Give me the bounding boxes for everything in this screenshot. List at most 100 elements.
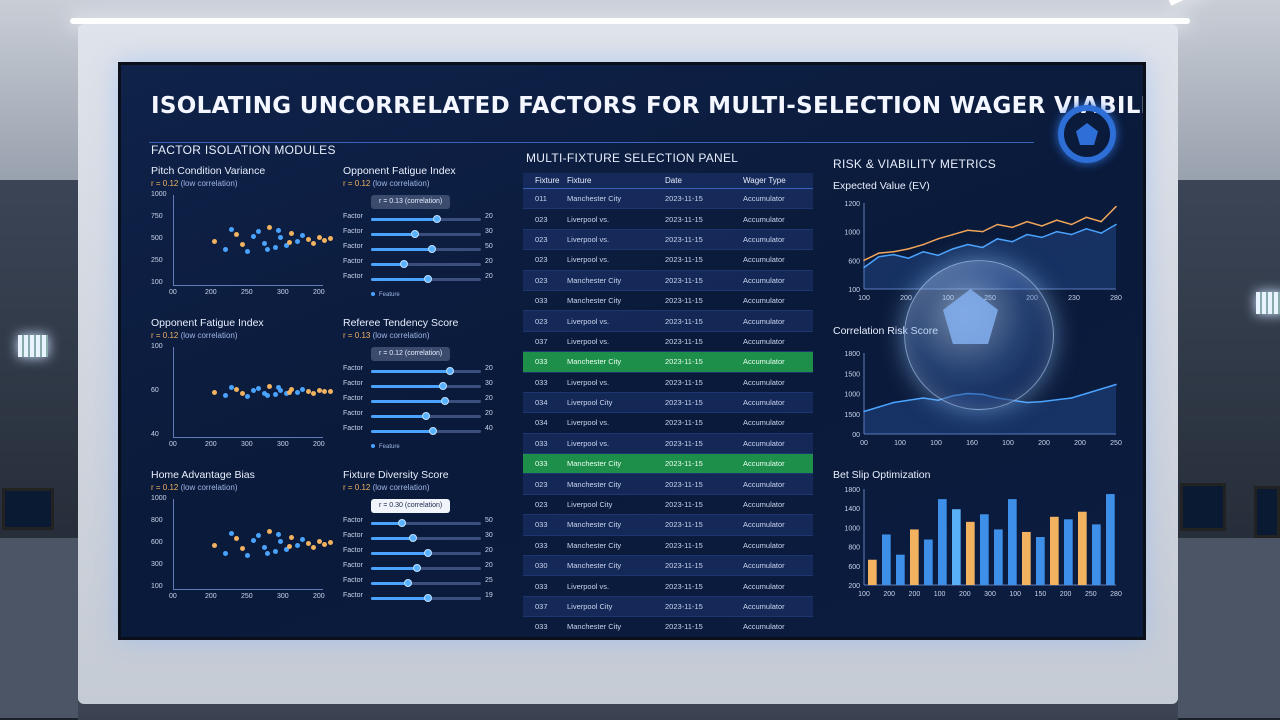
slider-handle[interactable] bbox=[424, 594, 433, 602]
table-row[interactable]: 033 Liverpool vs. 2023-11-15 Accumulator bbox=[523, 433, 813, 455]
x-tick-label: 100 bbox=[858, 295, 870, 302]
table-row[interactable]: 023 Liverpool vs. 2023-11-15 Accumulator bbox=[523, 229, 813, 251]
slider-track[interactable] bbox=[371, 397, 481, 405]
slider-handle[interactable] bbox=[404, 579, 413, 587]
table-row[interactable]: 030 Manchester City 2023-11-15 Accumulator bbox=[523, 556, 813, 577]
factor-slider-row[interactable]: Factor 30 bbox=[343, 532, 493, 544]
x-tick-label: 00 bbox=[860, 440, 868, 447]
slider-handle[interactable] bbox=[422, 412, 430, 420]
table-row[interactable]: 023 Liverpool vs. 2023-11-15 Accumulator bbox=[523, 250, 813, 271]
slider-track[interactable] bbox=[371, 412, 481, 420]
slider-handle[interactable] bbox=[424, 275, 433, 283]
slider-track[interactable] bbox=[371, 260, 481, 268]
factor-slider-row[interactable]: Factor 20 bbox=[343, 273, 493, 285]
data-point bbox=[892, 253, 895, 256]
table-row[interactable]: 037 Liverpool City 2023-11-15 Accumulator bbox=[523, 596, 813, 618]
correlation-pill[interactable]: r = 0.13 (correlation) bbox=[371, 195, 451, 209]
factor-slider-row[interactable]: Factor 20 bbox=[343, 562, 493, 574]
table-row[interactable]: 023 Manchester City 2023-11-15 Accumulator bbox=[523, 474, 813, 495]
slider-handle[interactable] bbox=[400, 260, 408, 268]
slider-handle[interactable] bbox=[427, 245, 436, 253]
slider-track[interactable] bbox=[371, 519, 481, 527]
factor-slider-row[interactable]: Factor 30 bbox=[343, 380, 493, 392]
table-row[interactable]: 033 Manchester City 2023-11-15 Accumulator bbox=[523, 352, 813, 373]
table-cell-date: 2023-11-15 bbox=[665, 316, 703, 326]
table-row[interactable]: 033 Liverpool vs. 2023-11-15 Accumulator bbox=[523, 373, 813, 393]
slider-handle[interactable] bbox=[440, 397, 449, 405]
slider-track[interactable] bbox=[371, 215, 481, 223]
ev-chart-title: Expected Value (EV) bbox=[833, 180, 930, 192]
table-row[interactable]: 033 Manchester City 2023-11-15 Accumulator bbox=[523, 536, 813, 557]
scatter-title: Opponent Fatigue Index bbox=[151, 317, 264, 329]
table-header-cell[interactable]: Fixture bbox=[535, 176, 560, 185]
table-cell-fixture: Liverpool vs. bbox=[567, 214, 610, 224]
slider-track[interactable] bbox=[371, 564, 481, 572]
slider-track[interactable] bbox=[371, 367, 481, 375]
table-cell-date: 2023-11-15 bbox=[665, 357, 703, 367]
table-row[interactable]: 034 Liverpool vs. 2023-11-15 Accumulator bbox=[523, 413, 813, 434]
table-cell-date: 2023-11-15 bbox=[665, 520, 703, 530]
slider-track[interactable] bbox=[371, 230, 481, 238]
factor-label: Factor bbox=[343, 213, 363, 220]
scatter-point bbox=[289, 231, 294, 236]
table-row[interactable]: 023 Liverpool vs. 2023-11-15 Accumulator bbox=[523, 311, 813, 332]
correlation-pill[interactable]: r = 0.12 (correlation) bbox=[371, 347, 451, 361]
slider-track[interactable] bbox=[371, 275, 481, 283]
slider-handle[interactable] bbox=[438, 382, 447, 390]
factor-slider-row[interactable]: Factor 20 bbox=[343, 365, 493, 377]
slider-handle[interactable] bbox=[433, 215, 441, 223]
factor-slider-row[interactable]: Factor 20 bbox=[343, 410, 493, 422]
table-row[interactable]: 033 Manchester City 2023-11-15 Accumulator bbox=[523, 515, 813, 536]
legend-feature: Feature bbox=[371, 292, 400, 298]
table-header-cell[interactable]: Fixture bbox=[567, 176, 592, 185]
factor-slider-row[interactable]: Factor 30 bbox=[343, 228, 493, 240]
bar bbox=[882, 534, 891, 585]
factor-slider-row[interactable]: Factor 20 bbox=[343, 258, 493, 270]
slider-handle[interactable] bbox=[413, 564, 422, 572]
table-cell-fixture: Liverpool City bbox=[567, 602, 613, 611]
table-cell-type: Accumulator bbox=[743, 561, 785, 571]
slider-track[interactable] bbox=[371, 382, 481, 390]
slider-track[interactable] bbox=[371, 579, 481, 587]
slider-handle[interactable] bbox=[446, 367, 455, 375]
correlation-value: r = 0.12 bbox=[151, 483, 179, 492]
table-row[interactable]: 033 Liverpool vs. 2023-11-15 Accumulator bbox=[523, 576, 813, 597]
factor-slider-row[interactable]: Factor 50 bbox=[343, 243, 493, 255]
factor-slider-row[interactable]: Factor 40 bbox=[343, 425, 493, 437]
slider-handle[interactable] bbox=[424, 549, 433, 557]
correlation-note: (low correlation) bbox=[180, 179, 238, 188]
factor-slider-row[interactable]: Factor 19 bbox=[343, 592, 493, 604]
factor-slider-row[interactable]: Factor 50 bbox=[343, 517, 493, 529]
slider-track[interactable] bbox=[371, 427, 481, 435]
table-row[interactable]: 037 Liverpool vs. 2023-11-15 Accumulator bbox=[523, 332, 813, 353]
table-row[interactable]: 011 Manchester City 2023-11-15 Accumulator bbox=[523, 189, 813, 210]
scatter-point bbox=[261, 545, 267, 550]
table-row[interactable]: 023 Liverpool City 2023-11-15 Accumulator bbox=[523, 495, 813, 516]
slider-handle[interactable] bbox=[408, 534, 417, 542]
slider-handle[interactable] bbox=[428, 427, 437, 435]
slider-handle[interactable] bbox=[411, 230, 419, 238]
table-row[interactable]: 023 Manchester City 2023-11-15 Accumulator bbox=[523, 270, 813, 291]
table-row[interactable]: 033 Manchester City 2023-11-15 Accumulator bbox=[523, 291, 813, 312]
table-row[interactable]: 023 Liverpool vs. 2023-11-15 Accumulator bbox=[523, 209, 813, 230]
table-header-cell[interactable]: Wager Type bbox=[743, 176, 786, 185]
y-tick-label: 1000 bbox=[151, 495, 167, 502]
table-header-cell[interactable]: Date bbox=[665, 176, 682, 185]
slider-handle[interactable] bbox=[397, 519, 406, 527]
table-row[interactable]: 033 Manchester City 2023-11-15 Accumulator bbox=[523, 454, 813, 475]
factor-slider-row[interactable]: Factor 20 bbox=[343, 547, 493, 559]
factor-slider-row[interactable]: Factor 20 bbox=[343, 395, 493, 407]
factor-slider-row[interactable]: Factor 25 bbox=[343, 577, 493, 589]
slider-track[interactable] bbox=[371, 534, 481, 542]
correlation-pill[interactable]: r = 0.30 (correlation) bbox=[371, 499, 451, 513]
table-row[interactable]: 034 Liverpool City 2023-11-15 Accumulator bbox=[523, 392, 813, 414]
slider-track[interactable] bbox=[371, 594, 481, 602]
factor-slider-row[interactable]: Factor 20 bbox=[343, 213, 493, 225]
table-row[interactable]: 033 Manchester City 2023-11-15 Accumulator bbox=[523, 617, 813, 637]
slider-track[interactable] bbox=[371, 549, 481, 557]
bar bbox=[1092, 524, 1101, 585]
table-cell-id: 033 bbox=[535, 357, 548, 367]
y-tick-label: 100 bbox=[151, 343, 163, 350]
slider-track[interactable] bbox=[371, 245, 481, 253]
